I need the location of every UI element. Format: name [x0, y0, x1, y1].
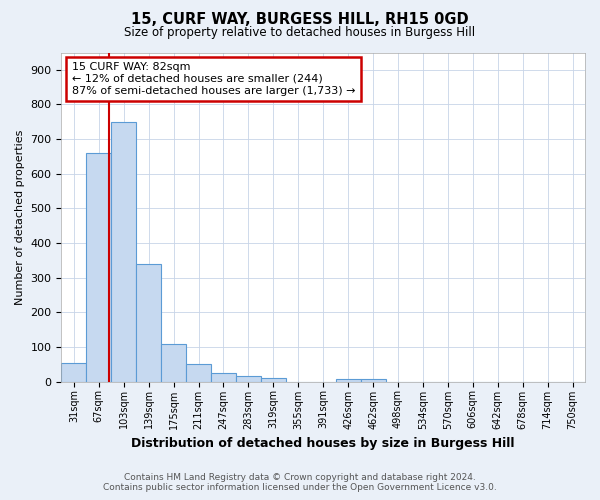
Bar: [361, 379, 386, 382]
Bar: [111, 122, 136, 382]
Bar: [236, 376, 261, 382]
Bar: [86, 153, 111, 382]
Text: Contains HM Land Registry data © Crown copyright and database right 2024.
Contai: Contains HM Land Registry data © Crown c…: [103, 473, 497, 492]
Bar: [261, 378, 286, 382]
Text: Size of property relative to detached houses in Burgess Hill: Size of property relative to detached ho…: [124, 26, 476, 39]
Bar: [335, 379, 361, 382]
Text: 15 CURF WAY: 82sqm
← 12% of detached houses are smaller (244)
87% of semi-detach: 15 CURF WAY: 82sqm ← 12% of detached hou…: [72, 62, 355, 96]
X-axis label: Distribution of detached houses by size in Burgess Hill: Distribution of detached houses by size …: [131, 437, 515, 450]
Y-axis label: Number of detached properties: Number of detached properties: [15, 130, 25, 305]
Bar: [136, 264, 161, 382]
Bar: [186, 364, 211, 382]
Text: 15, CURF WAY, BURGESS HILL, RH15 0GD: 15, CURF WAY, BURGESS HILL, RH15 0GD: [131, 12, 469, 28]
Bar: [61, 362, 86, 382]
Bar: [161, 344, 186, 382]
Bar: [211, 373, 236, 382]
